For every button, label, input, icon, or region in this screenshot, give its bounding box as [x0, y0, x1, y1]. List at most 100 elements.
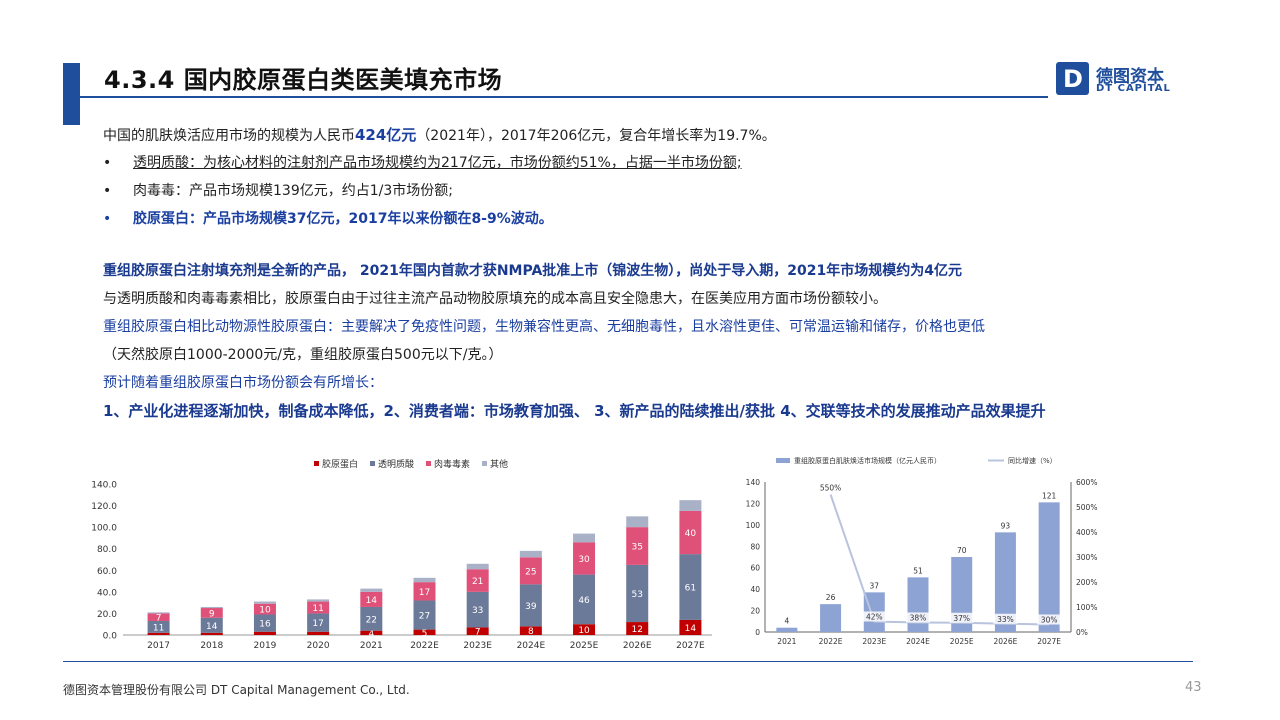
bar-segment	[147, 620, 170, 633]
growth-rate-label: 33%	[997, 615, 1014, 624]
data-label: 12	[632, 625, 643, 635]
x-tick-label: 2024E	[517, 641, 546, 651]
bullet-dot: •	[103, 155, 112, 171]
data-label: 16	[259, 620, 271, 630]
bar-segment	[573, 624, 596, 635]
x-tick-label: 2018	[200, 641, 223, 651]
data-label: 46	[578, 596, 590, 606]
market-size-text-c: （2021年），2017年206亿元，复合年增长率为19.7%。	[416, 128, 776, 144]
legend-label: 胶原蛋白	[322, 458, 358, 470]
bar-segment	[200, 608, 223, 618]
bullet-hyaluronic-text: 透明质酸：为核心材料的注射剂产品市场规模约为217亿元，市场份额约51%，占据一…	[133, 155, 742, 171]
growth-label-bg	[862, 611, 887, 622]
legend-label-line: 同比增速（%）	[1008, 456, 1057, 465]
bar-value-label: 26	[826, 593, 836, 602]
x-tick-label: 2027E	[1037, 637, 1061, 646]
data-label: 22	[366, 615, 377, 625]
bar-value-label: 121	[1042, 491, 1057, 500]
bar-segment	[679, 500, 702, 511]
market-size-value: 424亿元	[355, 126, 417, 144]
bar-segment	[466, 563, 489, 570]
growth-rate-label: 38%	[910, 614, 927, 623]
y-tick-label-right: 600%	[1076, 478, 1097, 487]
bar-segment	[679, 554, 702, 620]
data-label: 8	[528, 627, 534, 637]
data-label: 11	[153, 623, 164, 633]
bar-segment	[679, 619, 702, 635]
x-tick-label: 2022E	[410, 641, 439, 651]
legend-swatch	[426, 461, 431, 466]
logo-mark-icon: D	[1056, 62, 1089, 95]
bar	[820, 604, 842, 632]
growth-rate-label: 37%	[953, 614, 970, 623]
y-tick-label: 140.0	[91, 481, 117, 491]
bar-segment	[307, 601, 330, 614]
y-tick-label-right: 100%	[1076, 603, 1097, 612]
x-tick-label: 2020	[307, 641, 330, 651]
bar-segment	[626, 516, 649, 528]
bullet-dot: •	[103, 183, 112, 199]
data-label: 17	[419, 588, 430, 598]
data-label: 25	[525, 567, 536, 577]
x-tick-label: 2026E	[623, 641, 652, 651]
bar-segment	[413, 582, 436, 601]
y-tick-label-right: 0%	[1076, 628, 1088, 637]
paragraph-gap	[103, 233, 1163, 257]
y-tick-label: 60.0	[97, 567, 117, 577]
bar-segment	[519, 550, 542, 558]
stacked-market-share-chart: 胶原蛋白 透明质酸 肉毒毒素 其他 0.0 20.0 40.0 60.0 80.0 100.0 12…	[91, 458, 712, 651]
y-tick-label-right: 300%	[1076, 553, 1097, 562]
growth-rate-label: 30%	[1041, 616, 1058, 625]
bullet-hyaluronic: • 透明质酸：为核心材料的注射剂产品市场规模约为217亿元，市场份额约51%，占据…	[103, 149, 1163, 177]
data-label: 61	[685, 584, 696, 594]
y-tick-label: 80.0	[97, 545, 117, 555]
y-tick-label-right: 200%	[1076, 578, 1097, 587]
bullet-botox: • 肉毒毒：产品市场规模139亿元，约占1/3市场份额;	[103, 177, 1163, 205]
title-accent-bar	[63, 63, 80, 125]
comparison-text: 与透明质酸和肉毒毒素相比，胶原蛋白由于过往主流产品动物胶原填充的成本高且安全隐患…	[103, 291, 887, 307]
bar-segment	[200, 617, 223, 633]
bar-segment	[573, 574, 596, 625]
bar-segment	[626, 527, 649, 565]
bar-segment	[200, 606, 223, 609]
data-label: 11	[312, 604, 323, 614]
x-tick-label: 2022E	[819, 637, 843, 646]
legend-swatch	[314, 461, 319, 466]
logo-letter: D	[1063, 65, 1083, 93]
growth-rate-line	[829, 494, 1050, 626]
bar-segment	[360, 606, 383, 631]
bar-segment	[679, 510, 702, 555]
x-tick-label: 2017	[147, 641, 170, 651]
x-tick-label: 2021	[777, 637, 796, 646]
data-label: 30	[578, 555, 590, 565]
recombinant-intro: 重组胶原蛋白注射填充剂是全新的产品， 2021年国内首款才获NMPA批准上市（锦…	[103, 263, 963, 279]
y-tick-label-left: 40	[750, 585, 760, 594]
data-label: 27	[419, 612, 430, 622]
y-tick-label-right: 500%	[1076, 503, 1097, 512]
data-label: 21	[472, 577, 483, 587]
growth-label-bg	[818, 482, 843, 493]
bar-segment	[519, 626, 542, 635]
bar-segment	[519, 557, 542, 585]
data-label: 14	[685, 624, 697, 634]
x-tick-label: 2026E	[994, 637, 1018, 646]
bar-segment	[307, 613, 330, 632]
bar	[1038, 502, 1060, 632]
y-tick-label-left: 80	[750, 542, 760, 551]
bar-segment	[626, 564, 649, 623]
data-label: 39	[525, 602, 537, 612]
y-tick-label: 100.0	[91, 524, 117, 534]
main-text: 中国的肌肤焕活应用市场的规模为人民币424亿元（2021年），2017年206亿…	[103, 121, 1163, 425]
bar-value-label: 93	[1001, 521, 1011, 530]
bar-segment	[413, 629, 436, 635]
bar-segment	[253, 601, 276, 604]
bar-segment	[307, 631, 330, 635]
advantage-text: 重组胶原蛋白相比动物源性胶原蛋白：主要解决了免疫性问题，生物兼容性更高、无细胞毒…	[103, 319, 985, 335]
data-label: 7	[475, 628, 481, 638]
legend-label: 其他	[490, 458, 508, 470]
legend-swatch	[482, 461, 487, 466]
bar-segment	[466, 591, 489, 628]
data-label: 35	[632, 543, 643, 553]
price-text: （天然胶原白1000-2000元/克，重组胶原蛋白500元以下/克。）	[103, 347, 503, 363]
x-tick-label: 2019	[254, 641, 277, 651]
